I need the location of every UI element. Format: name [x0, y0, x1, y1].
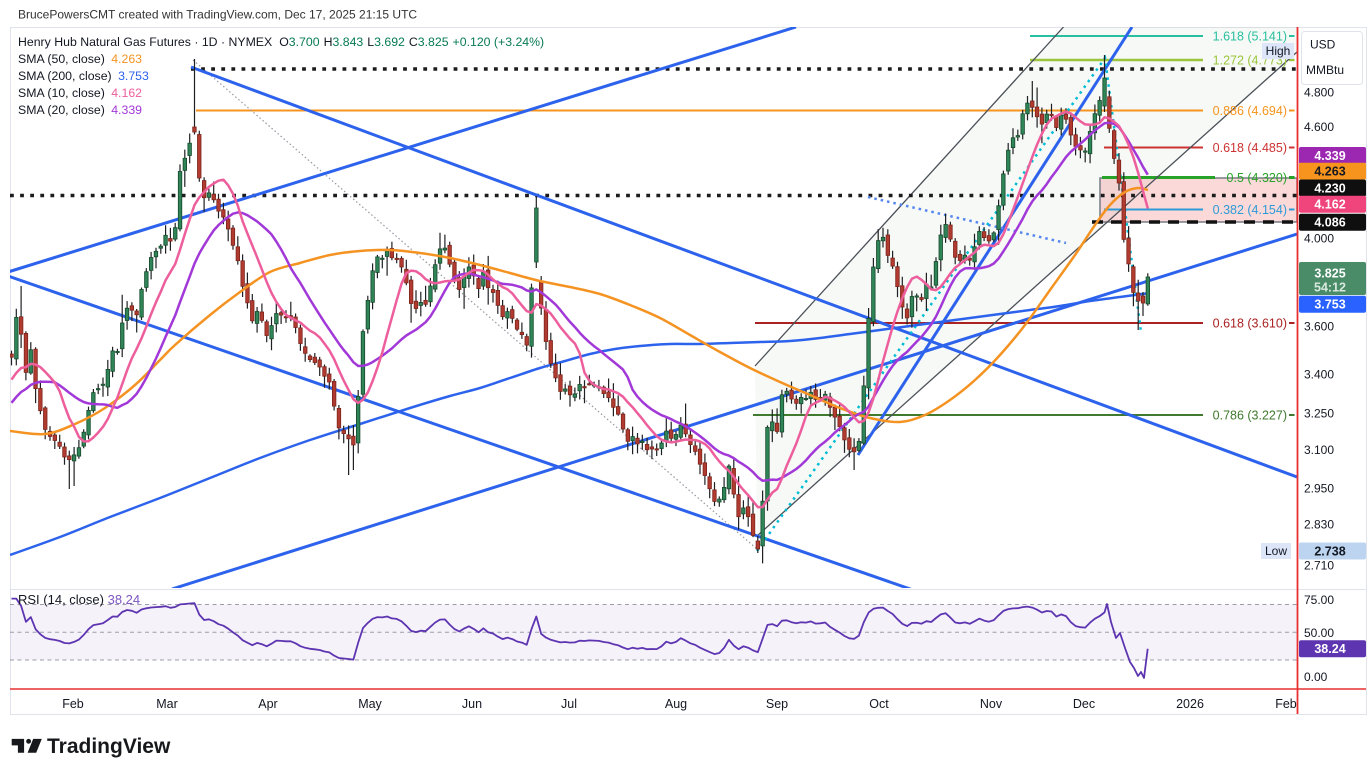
svg-text:1.618 (5.141): 1.618 (5.141) — [1213, 30, 1287, 44]
svg-text:Dec: Dec — [1073, 697, 1095, 711]
svg-text:Jun: Jun — [462, 697, 482, 711]
svg-text:3.400: 3.400 — [1304, 368, 1334, 382]
svg-text:Nov: Nov — [980, 697, 1003, 711]
svg-text:SMA (200, close) 3.753: SMA (200, close) 3.753 — [18, 69, 149, 83]
svg-text:38.24: 38.24 — [1314, 642, 1345, 656]
svg-text:3.100: 3.100 — [1304, 443, 1334, 457]
svg-text:Henry Hub Natural Gas Futures: Henry Hub Natural Gas Futures · 1D · NYM… — [18, 35, 544, 49]
svg-text:0.886 (4.694): 0.886 (4.694) — [1213, 104, 1287, 118]
svg-text:0.618 (3.610): 0.618 (3.610) — [1213, 317, 1287, 331]
svg-text:Aug: Aug — [665, 697, 687, 711]
svg-text:TradingView: TradingView — [47, 735, 171, 758]
svg-text:2.830: 2.830 — [1304, 518, 1334, 532]
svg-text:May: May — [358, 697, 382, 711]
svg-text:MMBtu: MMBtu — [1306, 63, 1344, 77]
svg-text:3.825: 3.825 — [1314, 267, 1345, 281]
svg-text:4.600: 4.600 — [1304, 120, 1334, 134]
svg-text:50.00: 50.00 — [1304, 626, 1334, 640]
svg-text:2026: 2026 — [1176, 697, 1204, 711]
svg-text:High: High — [1266, 44, 1291, 58]
svg-text:0.382 (4.154): 0.382 (4.154) — [1213, 203, 1287, 217]
svg-text:Feb: Feb — [1275, 697, 1297, 711]
svg-text:4.800: 4.800 — [1304, 86, 1334, 100]
svg-text:Apr: Apr — [258, 697, 277, 711]
svg-text:54:12: 54:12 — [1314, 281, 1346, 295]
svg-text:4.086: 4.086 — [1314, 216, 1345, 230]
svg-text:Oct: Oct — [869, 697, 889, 711]
svg-text:0.618 (4.485): 0.618 (4.485) — [1213, 141, 1287, 155]
svg-text:4.263: 4.263 — [1314, 165, 1345, 179]
svg-text:2.710: 2.710 — [1304, 559, 1334, 573]
svg-text:3.753: 3.753 — [1314, 298, 1345, 312]
svg-text:0.5 (4.320): 0.5 (4.320) — [1227, 171, 1287, 185]
svg-text:SMA (20, close) 4.339: SMA (20, close) 4.339 — [18, 103, 142, 117]
svg-text:4.339: 4.339 — [1314, 149, 1345, 163]
svg-text:4.230: 4.230 — [1314, 181, 1345, 195]
svg-text:4.162: 4.162 — [1314, 198, 1345, 212]
svg-text:Jul: Jul — [561, 697, 577, 711]
svg-text:Mar: Mar — [156, 697, 178, 711]
svg-text:SMA (50, close) 4.263: SMA (50, close) 4.263 — [18, 52, 142, 66]
svg-text:3.600: 3.600 — [1304, 320, 1334, 334]
svg-text:0.00: 0.00 — [1304, 670, 1328, 684]
svg-text:0.786 (3.227): 0.786 (3.227) — [1213, 409, 1287, 423]
svg-text:2.950: 2.950 — [1304, 482, 1334, 496]
svg-text:2.738: 2.738 — [1314, 544, 1345, 558]
svg-text:75.00: 75.00 — [1304, 593, 1334, 607]
svg-text:BrucePowersCMT created with Tr: BrucePowersCMT created with TradingView.… — [18, 8, 417, 22]
svg-text:Feb: Feb — [62, 697, 84, 711]
svg-text:3.250: 3.250 — [1304, 407, 1334, 421]
svg-text:SMA (10, close) 4.162: SMA (10, close) 4.162 — [18, 86, 142, 100]
svg-text:4.000: 4.000 — [1304, 232, 1334, 246]
svg-text:USD: USD — [1310, 38, 1336, 52]
svg-text:Sep: Sep — [766, 697, 788, 711]
svg-text:Low: Low — [1265, 544, 1287, 558]
svg-text:RSI (14, close) 38.24: RSI (14, close) 38.24 — [18, 592, 140, 607]
